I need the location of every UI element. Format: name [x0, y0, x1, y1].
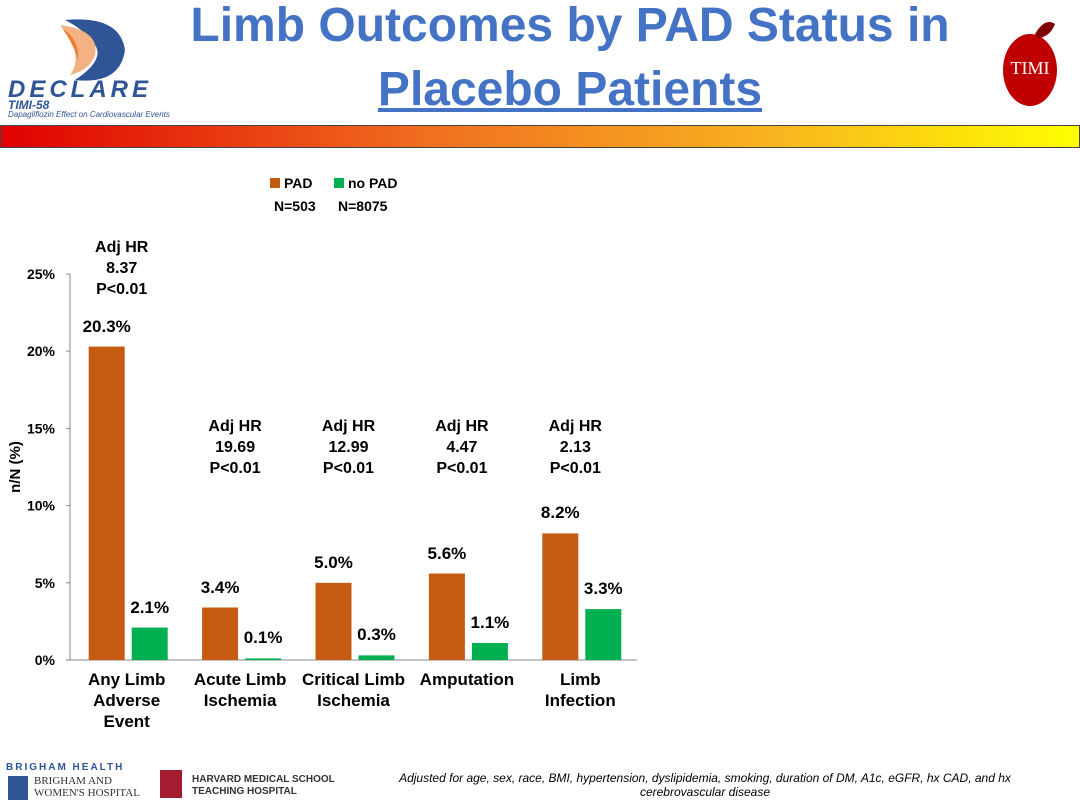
data-label: 5.6%: [427, 543, 467, 563]
harvard: HARVARD MEDICAL SCHOOL TEACHING HOSPITAL: [192, 774, 335, 797]
annotation: Adj HR 19.69 P<0.01: [208, 418, 262, 477]
data-label: 0.3%: [357, 625, 396, 645]
legend-n: N=503: [274, 198, 316, 214]
data-label: 1.1%: [470, 613, 510, 633]
data-label: 2.1%: [130, 597, 170, 617]
bar: [131, 627, 168, 660]
bar: [315, 582, 352, 660]
y-tick-label: 15%: [27, 420, 56, 436]
legend-label: no PAD: [348, 175, 398, 191]
title-line: Limb Outcomes by PAD Status in: [190, 0, 950, 52]
annotation: Adj HR 2.13 P<0.01: [548, 418, 602, 477]
data-label: 3.3%: [583, 579, 623, 599]
logo-name: DECLARE: [8, 76, 153, 103]
title-line: Placebo Patients: [377, 63, 763, 116]
annotation: Adj HR 12.99 P<0.01: [321, 418, 376, 477]
x-tick-label: Acute Limb Ischemia: [193, 670, 287, 710]
data-label: 3.4%: [200, 577, 240, 597]
brigham-hospital: BRIGHAM AND WOMEN'S HOSPITAL: [34, 775, 140, 799]
x-tick-label: Limb Infection: [544, 670, 616, 710]
bar: [428, 573, 465, 660]
y-tick-label: 5%: [35, 575, 56, 591]
annotation: Adj HR 8.37 P<0.01: [95, 238, 149, 298]
bar: [471, 643, 508, 660]
brigham-shield: [8, 776, 28, 800]
bar: [585, 609, 622, 660]
data-label: 5.0%: [314, 552, 353, 572]
legend-swatch: [270, 178, 280, 188]
timi-logo: [1003, 21, 1057, 106]
legend-label: PAD: [284, 175, 313, 191]
y-tick-label: 20%: [27, 343, 56, 359]
harvard-shield: [160, 770, 182, 798]
bar: [358, 655, 395, 660]
declare-logo: [60, 19, 125, 81]
footnote: Adjusted for age, sex, race, BMI, hypert…: [399, 771, 1011, 799]
bar: [245, 658, 282, 660]
x-tick-label: Critical Limb Ischemia: [302, 670, 405, 710]
data-label: 20.3%: [82, 316, 131, 336]
x-tick-label: Any Limb Adverse Event: [87, 670, 166, 731]
legend-n: N=8075: [338, 198, 388, 214]
bar: [542, 533, 579, 660]
y-tick-label: 10%: [27, 498, 56, 514]
logo-trial: TIMI-58: [8, 98, 50, 112]
data-label: 8.2%: [540, 503, 580, 523]
annotation: Adj HR 4.47 P<0.01: [435, 418, 489, 477]
y-tick-label: 25%: [27, 266, 56, 282]
legend-swatch: [334, 178, 344, 188]
data-label: 0.1%: [243, 628, 283, 648]
brigham-health: BRIGHAM HEALTH: [6, 762, 125, 773]
bar: [88, 346, 125, 660]
logo-tagline: Dapagliflozin Effect on Cardiovascular E…: [8, 110, 170, 119]
bar: [202, 607, 239, 660]
y-axis-title: n/N (%): [7, 441, 24, 493]
timi-text: TIMI: [1010, 58, 1050, 78]
x-tick-label: Amputation: [419, 670, 515, 689]
y-tick-label: 0%: [35, 652, 56, 668]
